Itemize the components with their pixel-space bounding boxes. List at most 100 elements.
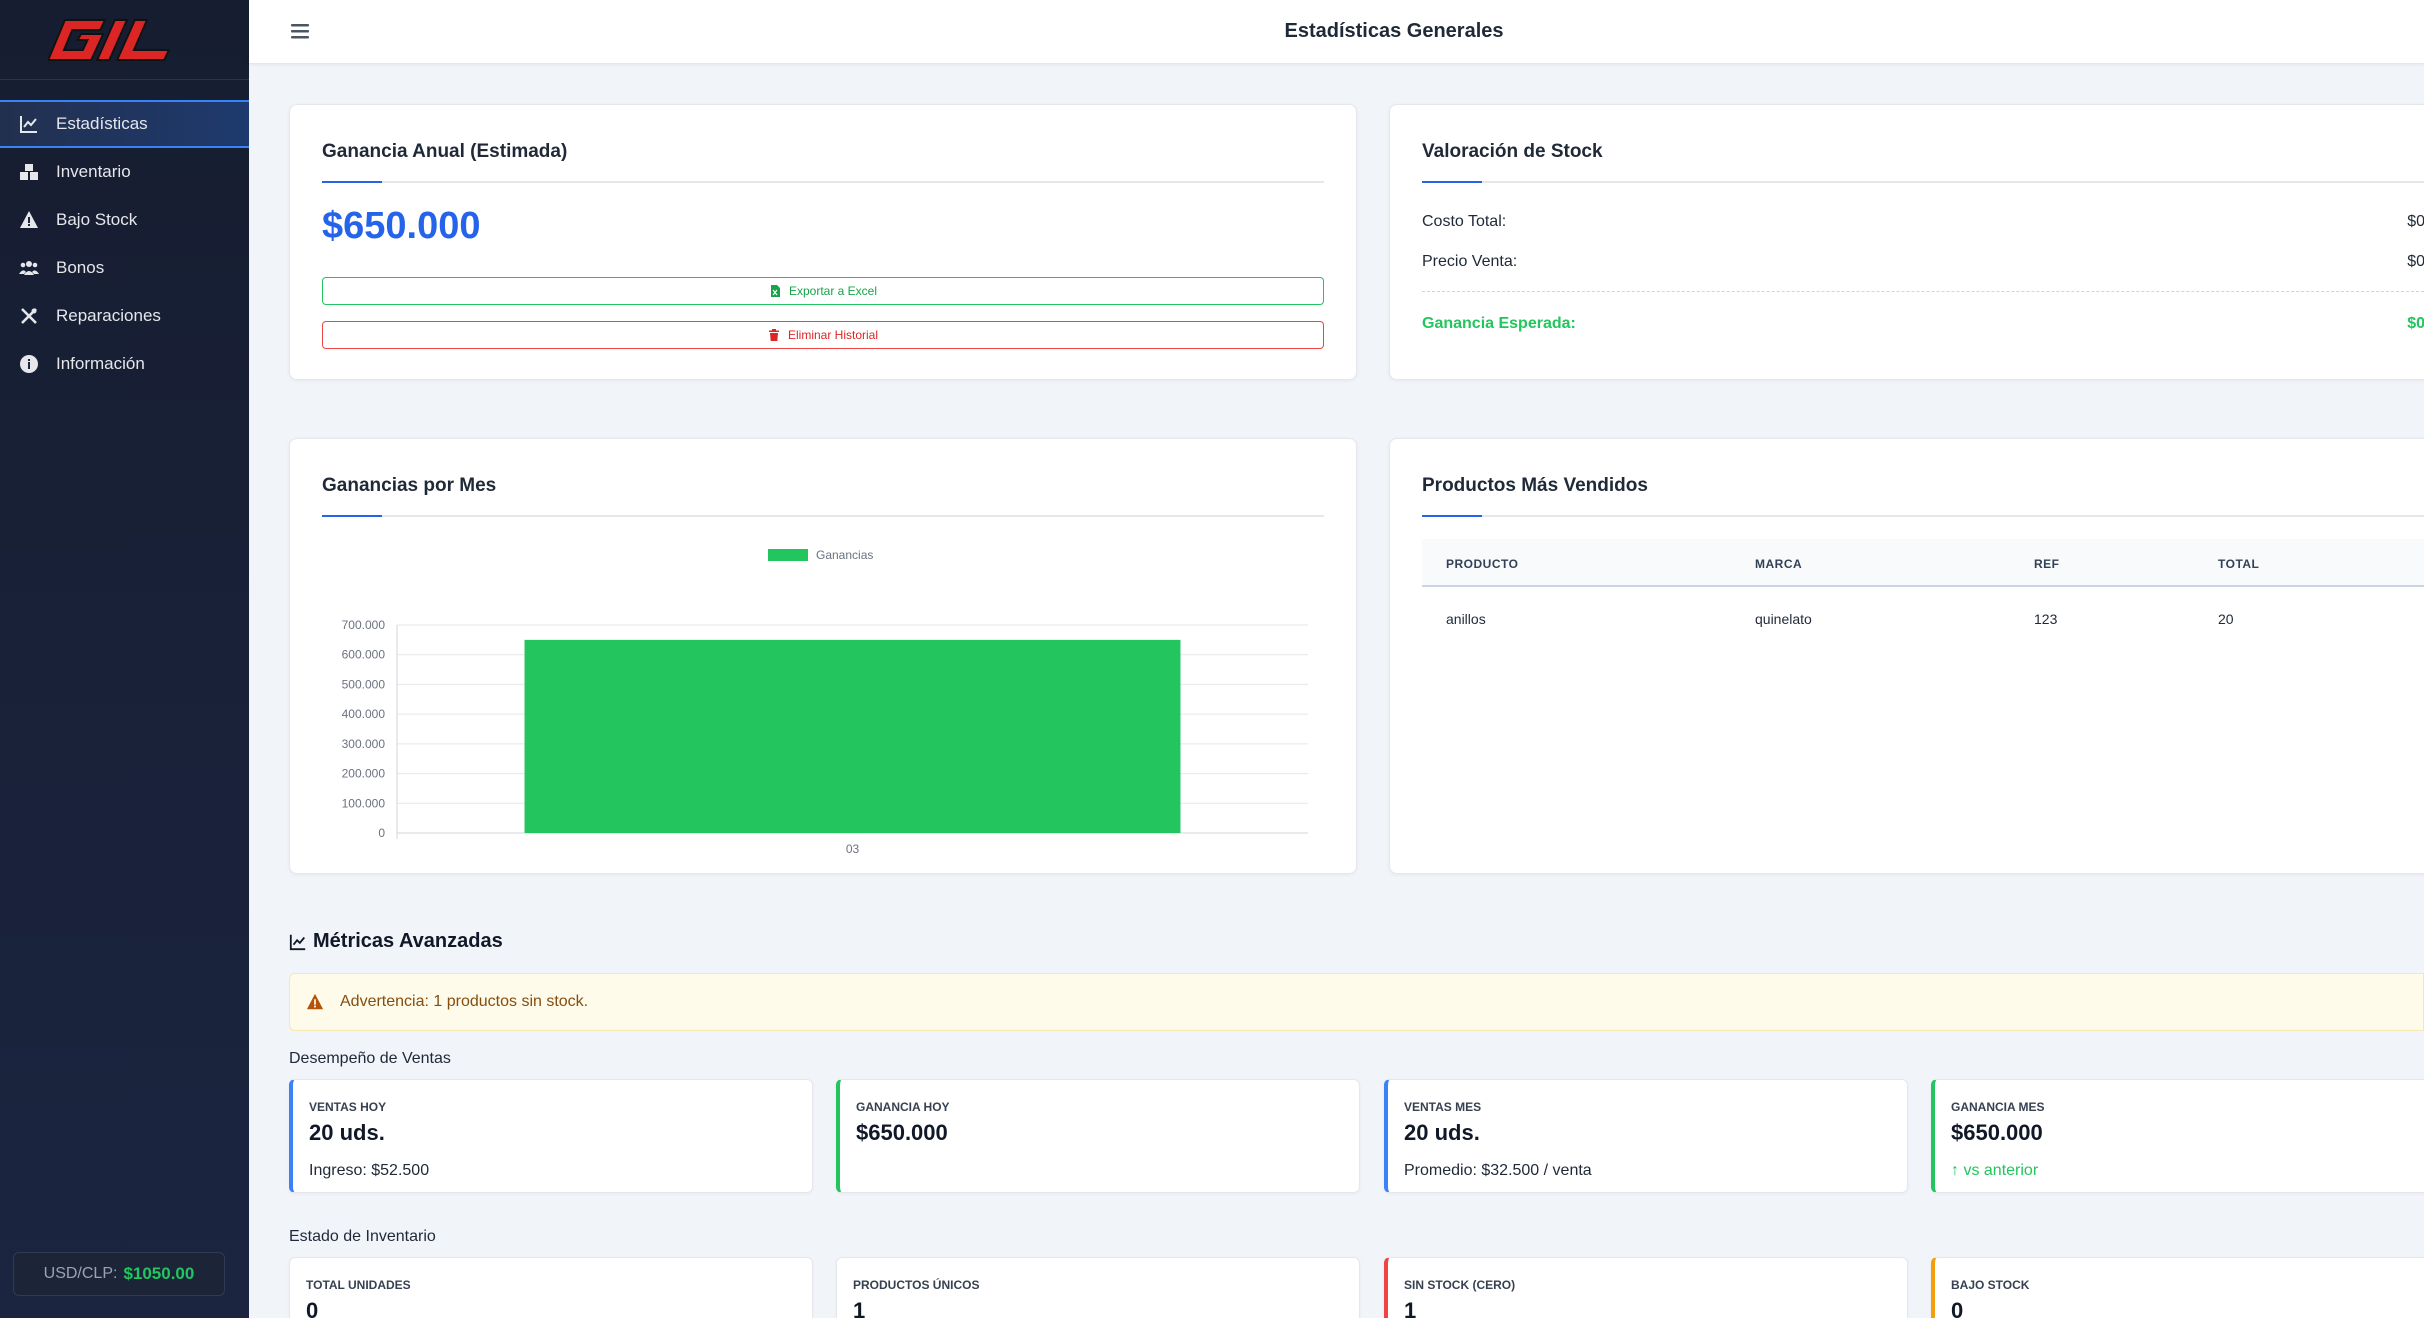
card-title: Productos Más Vendidos — [1422, 475, 1648, 496]
cell-product: anillos — [1446, 611, 1486, 627]
sidebar: Estadísticas Inventario Bajo Stock Bonos… — [0, 0, 249, 1318]
currency-rate-badge: USD/CLP: $1050.00 — [13, 1252, 225, 1296]
sidebar-item-label: Bajo Stock — [56, 210, 138, 229]
currency-label: USD/CLP: — [43, 1265, 118, 1282]
metric-value: 1 — [853, 1298, 866, 1318]
total-cost-label: Costo Total: — [1422, 213, 1507, 230]
chart-line-icon — [289, 934, 306, 950]
trash-icon — [768, 329, 779, 341]
stock-valuation-card: Valoración de Stock Costo Total: $0 Prec… — [1389, 104, 2424, 380]
sidebar-item-label: Inventario — [56, 162, 131, 181]
metric-value: $650.000 — [856, 1120, 948, 1145]
column-header-total[interactable]: TOTAL — [2218, 557, 2260, 571]
annual-profit-value: $650.000 — [322, 205, 481, 247]
metric-value: 20 uds. — [309, 1120, 385, 1145]
metric-card-sin-stock: SIN STOCK (CERO) 1 — [1384, 1257, 1908, 1318]
metric-label: VENTAS MES — [1404, 1100, 1482, 1114]
sale-price-label: Precio Venta: — [1422, 253, 1518, 270]
x-tick-label: 03 — [846, 842, 860, 856]
total-cost-row: Costo Total: $0 — [1422, 213, 2424, 231]
metric-card-ganancia-hoy: GANANCIA HOY $650.000 — [836, 1079, 1360, 1193]
metric-card-productos-unicos: PRODUCTOS ÚNICOS 1 — [836, 1257, 1360, 1318]
sidebar-item-label: Bonos — [56, 258, 105, 277]
cell-brand: quinelato — [1755, 611, 1812, 627]
delete-history-button[interactable]: Eliminar Historial — [322, 321, 1324, 349]
bar — [524, 639, 1181, 833]
column-header-marca[interactable]: MARCA — [1755, 557, 1803, 571]
delete-history-label: Eliminar Historial — [787, 328, 879, 342]
card-divider — [322, 181, 1324, 183]
metric-label: GANANCIA MES — [1951, 1100, 2045, 1114]
metric-card-total-unidades: TOTAL UNIDADES 0 — [289, 1257, 813, 1318]
hamburger-menu-icon[interactable] — [289, 20, 311, 42]
y-tick-label: 600.000 — [342, 648, 386, 662]
metric-label: VENTAS HOY — [309, 1100, 387, 1114]
sidebar-item-bonos[interactable]: Bonos — [0, 244, 249, 292]
y-tick-label: 200.000 — [342, 767, 386, 781]
y-tick-label: 400.000 — [342, 707, 386, 721]
tools-icon — [18, 306, 40, 326]
metric-label: BAJO STOCK — [1951, 1278, 2030, 1292]
top-products-card: Productos Más Vendidos PRODUCTO MARCA RE… — [1389, 438, 2424, 874]
dashed-divider — [1422, 291, 2424, 292]
metric-card-ventas-mes: VENTAS MES 20 uds. Promedio: $32.500 / v… — [1384, 1079, 1908, 1193]
monthly-profit-chart: Ganancias 0 100.000 200.000 300.000 400.000 50… — [342, 548, 1308, 856]
warning-icon — [306, 993, 324, 1010]
column-header-ref[interactable]: REF — [2034, 557, 2060, 571]
advanced-metrics-heading: Métricas Avanzadas — [289, 930, 503, 953]
boxes-icon — [18, 162, 40, 182]
metric-value: 1 — [1404, 1298, 1417, 1318]
y-tick-label: 100.000 — [342, 796, 386, 810]
sidebar-nav: Estadísticas Inventario Bajo Stock Bonos… — [0, 100, 249, 388]
cell-ref: 123 — [2034, 611, 2058, 627]
metric-subtext: Ingreso: $52.500 — [309, 1162, 430, 1179]
sidebar-item-label: Información — [56, 354, 145, 373]
card-divider — [1422, 181, 2424, 183]
sidebar-item-informacion[interactable]: Información — [0, 340, 249, 388]
info-icon — [18, 354, 40, 374]
metric-trend: ↑ vs anterior — [1951, 1162, 2039, 1179]
excel-file-icon — [770, 285, 780, 297]
y-tick-label: 500.000 — [342, 677, 386, 691]
expected-profit-row: Ganancia Esperada: $0 — [1422, 315, 2424, 333]
annual-profit-card: Ganancia Anual (Estimada) $650.000 Expor… — [289, 104, 1357, 380]
sale-price-row: Precio Venta: $0 — [1422, 253, 2424, 271]
sidebar-item-reparaciones[interactable]: Reparaciones — [0, 292, 249, 340]
currency-value: $1050.00 — [123, 1264, 195, 1283]
users-icon — [18, 258, 40, 278]
top-header: Estadísticas Generales — [249, 0, 2424, 64]
legend-label: Ganancias — [816, 548, 873, 562]
sidebar-item-bajo-stock[interactable]: Bajo Stock — [0, 196, 249, 244]
metric-value: 0 — [306, 1298, 319, 1318]
inventory-status-heading: Estado de Inventario — [289, 1228, 436, 1245]
table-header: PRODUCTO MARCA REF TOTAL — [1422, 539, 2424, 587]
sales-performance-heading: Desempeño de Ventas — [289, 1050, 451, 1067]
cell-total: 20 — [2218, 611, 2234, 627]
card-divider — [1422, 515, 2424, 517]
card-title: Valoración de Stock — [1422, 141, 1603, 162]
sale-price-value: $0 — [2407, 253, 2424, 270]
chart-line-icon — [18, 114, 40, 134]
sidebar-item-inventario[interactable]: Inventario — [0, 148, 249, 196]
total-cost-value: $0 — [2407, 213, 2424, 230]
card-title: Ganancias por Mes — [322, 475, 497, 496]
legend-swatch — [768, 549, 808, 561]
column-header-producto[interactable]: PRODUCTO — [1446, 557, 1519, 571]
metric-value: 20 uds. — [1404, 1120, 1480, 1145]
advanced-metrics-title: Métricas Avanzadas — [313, 930, 503, 952]
warning-text: Advertencia: 1 productos sin stock. — [340, 993, 589, 1010]
monthly-profit-card: Ganancias por Mes Ganancias 0 100.000 200.0… — [289, 438, 1357, 874]
warning-icon — [18, 210, 40, 230]
metric-label: PRODUCTOS ÚNICOS — [853, 1278, 980, 1292]
expected-profit-label: Ganancia Esperada: — [1422, 315, 1576, 332]
card-divider — [322, 515, 1324, 517]
y-tick-label: 300.000 — [342, 737, 386, 751]
stock-warning-alert: Advertencia: 1 productos sin stock. — [289, 973, 2424, 1031]
sidebar-item-estadisticas[interactable]: Estadísticas — [0, 100, 249, 148]
export-excel-button[interactable]: Exportar a Excel — [322, 277, 1324, 305]
export-excel-label: Exportar a Excel — [788, 284, 878, 298]
page-title: Estadísticas Generales — [1284, 20, 1504, 42]
brand-logo[interactable] — [48, 16, 188, 64]
metric-card-ganancia-mes: GANANCIA MES $650.000 ↑ vs anterior — [1931, 1079, 2424, 1193]
metric-subtext: Promedio: $32.500 / venta — [1404, 1162, 1592, 1179]
